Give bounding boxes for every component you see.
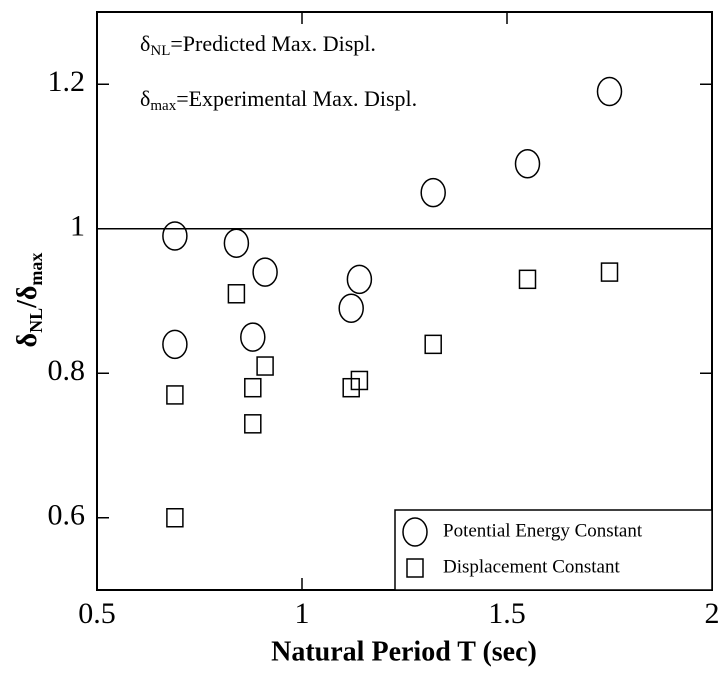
y-label-base: δ [12,333,43,348]
x-tick-label: 1 [295,597,310,630]
point [240,322,266,352]
x-axis-label: Natural Period T (sec) [271,636,537,667]
point [514,148,541,179]
annotation-text: =Predicted Max. Displ. [170,31,376,56]
annotation-base: δ [140,86,150,111]
point [518,269,537,290]
y-label-sub2: max [26,253,46,286]
point [223,228,250,258]
point [227,284,246,304]
y-tick-label: 0.6 [48,499,86,532]
legend-box [394,509,713,591]
point [162,221,188,251]
point [596,76,623,107]
y-axis-label: δNL/δmax [12,253,46,348]
y-tick-label: 1.2 [48,65,86,98]
point [350,370,369,391]
point [244,377,262,398]
point [162,329,188,360]
point [424,334,442,355]
point [166,508,184,528]
point [244,414,262,434]
legend-marker [402,517,428,547]
x-tick-label: 0.5 [78,597,116,630]
annotation: δNL=Predicted Max. Displ. [140,31,376,59]
x-tick-label: 2 [705,597,720,630]
point [338,293,364,323]
point [346,264,373,295]
annotation: δmax=Experimental Max. Displ. [140,86,417,114]
point [252,257,278,287]
legend-label: Displacement Constant [443,556,620,577]
point [420,177,446,208]
legend-marker [406,558,424,578]
x-tick-label: 1.5 [488,597,526,630]
point [166,385,184,405]
legend-label: Potential Energy Constant [443,520,643,541]
y-label-sub: NL [26,308,46,333]
y-label-mid: /δ [12,286,43,309]
annotation-sub: NL [150,43,170,59]
point [256,356,274,376]
annotation-text: =Experimental Max. Displ. [176,86,417,111]
y-tick-label: 0.8 [48,354,86,387]
annotation-sub: max [150,98,176,114]
point [600,262,619,282]
annotation-base: δ [140,31,150,56]
y-tick-label: 1 [70,210,85,243]
